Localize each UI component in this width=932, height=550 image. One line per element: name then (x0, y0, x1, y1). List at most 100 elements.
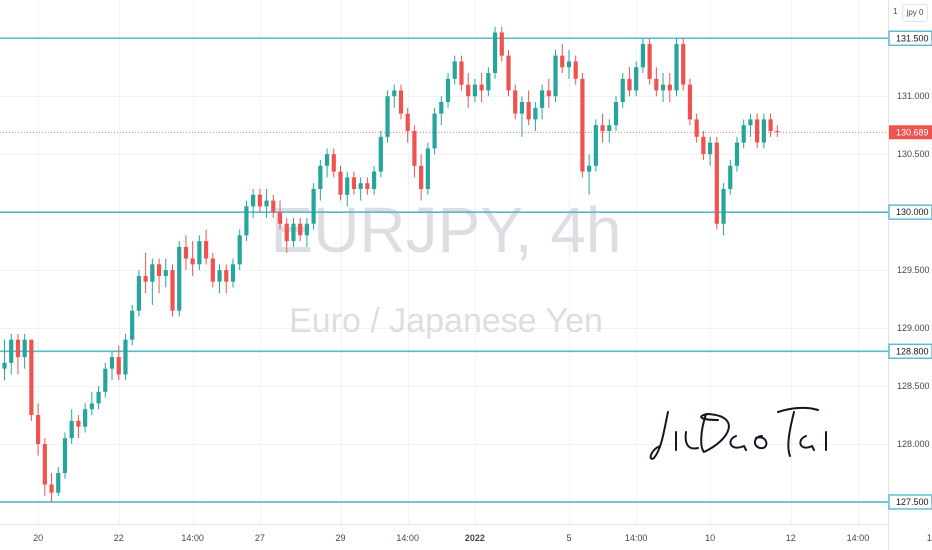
candle[interactable] (2, 339, 7, 381)
candle[interactable] (694, 113, 699, 143)
candle[interactable] (277, 200, 283, 230)
candle[interactable] (385, 90, 390, 143)
candle[interactable] (728, 159, 733, 195)
candle[interactable] (768, 113, 773, 137)
candle[interactable] (613, 96, 619, 131)
candle[interactable] (150, 258, 155, 305)
candle[interactable] (486, 67, 491, 97)
candle[interactable] (432, 107, 437, 155)
candle[interactable] (331, 148, 336, 178)
candle[interactable] (324, 148, 330, 178)
price-axis[interactable]: 131.500 131.000 130.500 130.000 129.500 129.0… (897, 33, 930, 507)
candle[interactable] (143, 252, 148, 294)
candle[interactable] (257, 188, 262, 213)
candle[interactable] (365, 177, 370, 195)
candle[interactable] (412, 125, 417, 178)
candle[interactable] (681, 38, 686, 91)
candle[interactable] (304, 217, 309, 247)
candle[interactable] (217, 264, 222, 294)
candle[interactable] (291, 217, 296, 247)
candle[interactable] (634, 61, 639, 97)
candle[interactable] (714, 136, 719, 230)
candle[interactable] (62, 432, 68, 479)
candle[interactable] (338, 165, 343, 201)
candle[interactable] (392, 84, 397, 108)
candle[interactable] (264, 188, 269, 218)
candle[interactable] (177, 241, 182, 317)
candle[interactable] (553, 49, 558, 103)
candle[interactable] (647, 38, 652, 85)
candlestick-series[interactable] (2, 26, 780, 502)
candle[interactable] (748, 113, 753, 137)
candle[interactable] (89, 391, 94, 416)
candle[interactable] (224, 264, 229, 294)
candle[interactable] (627, 67, 632, 97)
candle[interactable] (513, 84, 518, 120)
candle[interactable] (15, 333, 21, 375)
candle[interactable] (620, 73, 625, 108)
candle[interactable] (560, 44, 565, 74)
candle[interactable] (197, 235, 202, 271)
candle[interactable] (29, 339, 34, 421)
candle[interactable] (76, 415, 81, 439)
candle[interactable] (271, 194, 276, 218)
candle[interactable] (519, 96, 525, 137)
candle[interactable] (708, 136, 713, 166)
candle[interactable] (156, 258, 162, 294)
candle[interactable] (452, 55, 457, 85)
candle[interactable] (755, 113, 760, 149)
candle[interactable] (183, 235, 189, 271)
candle[interactable] (734, 136, 740, 172)
candle[interactable] (230, 258, 236, 288)
candle[interactable] (492, 26, 498, 79)
candle[interactable] (540, 84, 545, 120)
candle[interactable] (674, 38, 679, 97)
candle[interactable] (398, 84, 404, 120)
candle[interactable] (419, 154, 424, 201)
candle[interactable] (123, 333, 128, 381)
candle[interactable] (163, 258, 168, 288)
candle[interactable] (667, 73, 672, 103)
candle[interactable] (372, 165, 377, 195)
candle[interactable] (445, 73, 451, 108)
candle[interactable] (130, 304, 135, 346)
candle[interactable] (526, 90, 531, 126)
candle[interactable] (96, 386, 101, 410)
candle[interactable] (640, 38, 645, 74)
candle[interactable] (345, 171, 350, 207)
candle[interactable] (22, 333, 27, 369)
candle[interactable] (566, 49, 572, 79)
candle[interactable] (36, 403, 41, 456)
candle[interactable] (439, 96, 444, 126)
candle[interactable] (109, 351, 115, 381)
candle[interactable] (654, 67, 659, 97)
candle[interactable] (83, 403, 88, 433)
candle[interactable] (244, 200, 249, 242)
candle[interactable] (284, 217, 289, 253)
candle[interactable] (49, 472, 54, 502)
candle[interactable] (190, 241, 195, 276)
candle[interactable] (546, 78, 551, 108)
currency-scale-badge[interactable]: jpy 0 (902, 4, 928, 22)
candle[interactable] (42, 438, 47, 497)
candle[interactable] (775, 125, 780, 137)
candle[interactable] (425, 142, 430, 195)
candle[interactable] (136, 270, 141, 317)
candle[interactable] (593, 119, 598, 172)
candle[interactable] (358, 177, 363, 201)
candle[interactable] (9, 333, 14, 375)
candle[interactable] (56, 467, 61, 497)
candle[interactable] (378, 131, 383, 178)
candle[interactable] (761, 113, 766, 149)
candle[interactable] (459, 55, 464, 91)
candle[interactable] (405, 107, 410, 143)
candle[interactable] (170, 264, 175, 317)
candle[interactable] (580, 73, 585, 178)
candle[interactable] (351, 171, 357, 195)
time-axis[interactable]: 202214:00272914:002022514:00101214:00171… (33, 533, 932, 543)
candle[interactable] (237, 229, 242, 271)
candle[interactable] (311, 183, 316, 230)
candle[interactable] (251, 188, 256, 218)
candle[interactable] (660, 73, 666, 103)
